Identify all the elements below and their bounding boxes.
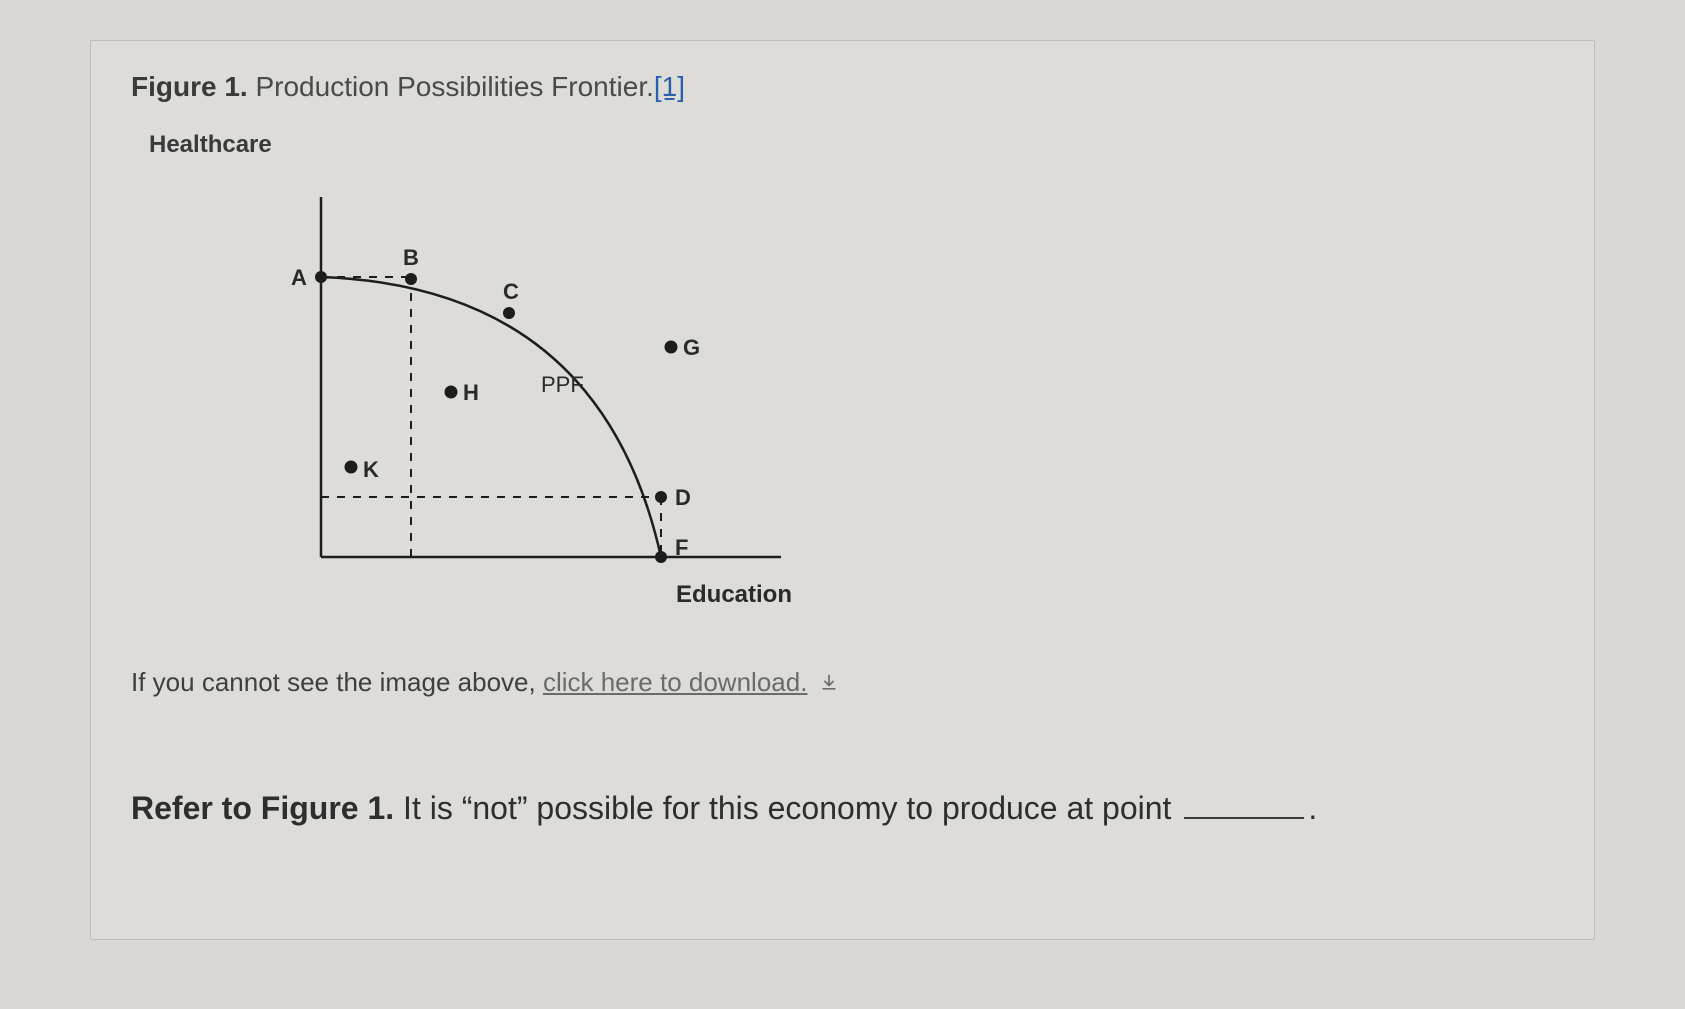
point-label-H: H [463, 380, 479, 405]
download-icon[interactable] [819, 669, 839, 700]
point-label-F: F [675, 535, 688, 560]
question-suffix: . [1308, 790, 1317, 826]
point-D [655, 491, 667, 503]
page-container: Figure 1. Production Possibilities Front… [90, 40, 1595, 940]
ppf-chart: PPF A B C DF G H K Education [241, 167, 861, 627]
download-prefix: If you cannot see the image above, [131, 667, 543, 697]
figure-caption: Figure 1. Production Possibilities Front… [131, 71, 1554, 103]
point-label-A: A [291, 265, 307, 290]
download-link[interactable]: click here to download. [543, 667, 807, 697]
answer-blank[interactable] [1184, 817, 1304, 819]
point-K [345, 461, 358, 474]
point-F [655, 551, 667, 563]
point-H [445, 386, 458, 399]
figure-title: Production Possibilities Frontier. [248, 71, 654, 102]
point-label-D: D [675, 485, 691, 510]
figure-number: Figure 1. [131, 71, 248, 102]
point-label-K: K [363, 457, 379, 482]
point-label-G: G [683, 335, 700, 360]
ppf-label: PPF [541, 372, 584, 397]
point-label-B: B [403, 245, 419, 270]
point-label-C: C [503, 279, 519, 304]
question-bold: Refer to Figure 1. [131, 790, 394, 826]
point-G [665, 341, 678, 354]
point-B [405, 273, 417, 285]
question-body: It is “not” possible for this economy to… [394, 790, 1180, 826]
download-line: If you cannot see the image above, click… [131, 667, 1554, 700]
y-axis-label: Healthcare [149, 131, 1554, 159]
question-text: Refer to Figure 1. It is “not” possible … [131, 790, 1554, 827]
chart-container: PPF A B C DF G H K Education [241, 167, 1554, 627]
figure-reference-link[interactable]: [1] [654, 71, 685, 102]
point-A [315, 271, 327, 283]
x-axis-label: Education [676, 581, 792, 608]
ppf-curve [321, 277, 661, 557]
point-C [503, 307, 515, 319]
